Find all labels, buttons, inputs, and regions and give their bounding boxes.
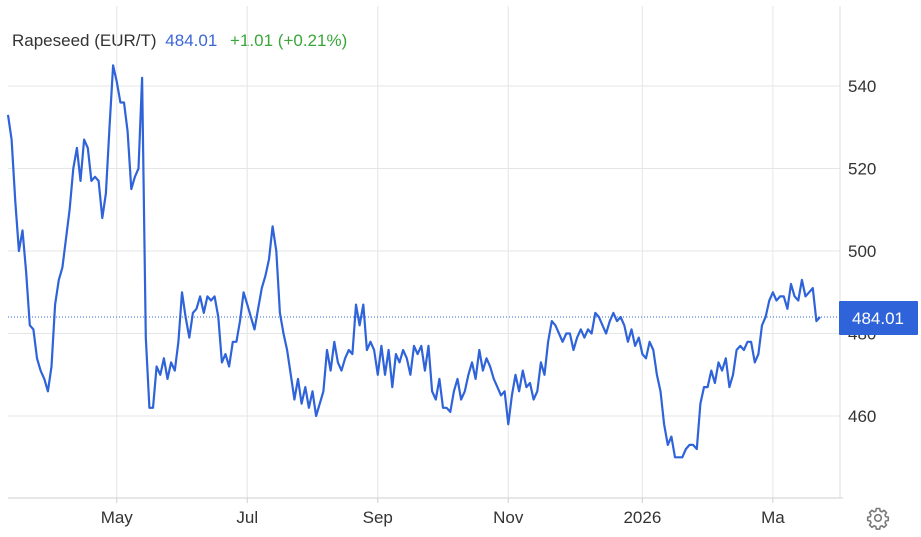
y-tick-label: 520 (848, 160, 876, 179)
x-tick-label: Sep (363, 508, 393, 527)
x-tick-label: Ma (761, 508, 785, 527)
last-price-label-bg (839, 300, 918, 335)
x-gridlines (116, 6, 774, 503)
y-tick-labels: 460480500520540 (848, 77, 876, 426)
x-tick-label: May (101, 508, 134, 527)
price-series-line (6, 64, 821, 459)
chart-header: Rapeseed (EUR/T) 484.01 +1.01 (+0.21%) (12, 31, 347, 51)
last-price-label: 484.01 (839, 300, 918, 335)
x-tick-label: Nov (493, 508, 524, 527)
price-change-percent: (+0.21%) (277, 31, 348, 50)
y-tick-label: 460 (848, 407, 876, 426)
last-price: 484.01 (165, 31, 218, 50)
gear-icon[interactable] (866, 506, 890, 530)
y-tick-label: 500 (848, 242, 876, 261)
last-price-label-text: 484.01 (852, 309, 904, 328)
y-tick-label: 540 (848, 77, 876, 96)
x-tick-labels: May Jul Sep Nov 2026 Ma (101, 508, 786, 527)
price-change: +1.01 (230, 31, 274, 50)
instrument-name: Rapeseed (EUR/T) (12, 31, 157, 50)
x-tick-label: 2026 (623, 508, 661, 527)
x-tick-label: Jul (236, 508, 258, 527)
